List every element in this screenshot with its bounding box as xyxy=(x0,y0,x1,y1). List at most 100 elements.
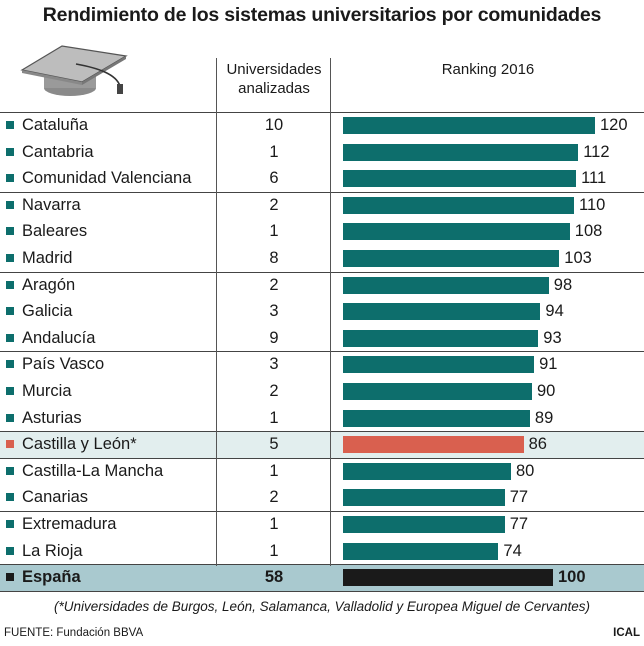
agency-credit: ICAL xyxy=(613,627,640,639)
region-label: Castilla y León* xyxy=(22,435,137,454)
universities-count: 2 xyxy=(269,195,279,214)
region-label: Castilla-La Mancha xyxy=(22,461,164,480)
bar-value-label: 93 xyxy=(543,328,562,347)
row-bullet xyxy=(6,520,14,528)
region-label: Asturias xyxy=(22,408,82,427)
ranking-bar xyxy=(343,223,570,241)
region-label: Andalucía xyxy=(22,328,96,347)
table-row: País Vasco 3 91 xyxy=(0,351,644,378)
table-row: Murcia 2 90 xyxy=(0,378,644,405)
universities-count: 9 xyxy=(269,328,279,347)
row-bullet xyxy=(6,360,14,369)
table-row: Comunidad Valenciana 6 111 xyxy=(0,165,644,192)
ranking-bar xyxy=(343,516,505,533)
ranking-bar xyxy=(343,383,532,400)
row-bullet xyxy=(6,254,14,262)
bar-value-label: 98 xyxy=(553,275,573,294)
bar-value-label: 111 xyxy=(581,169,607,188)
row-bullet xyxy=(6,466,14,475)
universities-count: 6 xyxy=(269,169,279,188)
table-row: Canarias 2 77 xyxy=(0,484,644,511)
footnote: (*Universidades de Burgos, León, Salaman… xyxy=(53,599,591,614)
region-label: Murcia xyxy=(22,382,72,400)
column-divider xyxy=(330,58,331,566)
chart-title: Rendimiento de los sistemas universitari… xyxy=(42,4,602,26)
bar-value-label: 110 xyxy=(579,195,606,214)
row-separator xyxy=(0,431,644,432)
table-row: Galicia 3 94 xyxy=(0,298,644,325)
total-row: España 58 100 xyxy=(0,564,644,591)
row-bullet xyxy=(6,147,14,156)
table-row: Castilla y León* 5 86 xyxy=(0,431,644,458)
table-row: Cataluña 10 120 xyxy=(0,112,644,139)
universities-column-header: Universidades analizadas xyxy=(218,60,330,98)
ranking-bar xyxy=(343,409,530,427)
row-bullet xyxy=(6,333,14,342)
region-label: Galicia xyxy=(22,302,73,321)
table-row: Aragón 2 98 xyxy=(0,272,644,299)
universities-count: 1 xyxy=(269,461,279,480)
ranking-bar xyxy=(343,170,577,188)
bar-value-label: 89 xyxy=(534,408,554,427)
universities-count: 1 xyxy=(269,515,279,533)
universities-count: 1 xyxy=(269,222,279,241)
ranking-bar xyxy=(343,303,541,321)
universities-count: 1 xyxy=(269,408,279,427)
bar-value-label: 86 xyxy=(528,435,547,454)
ranking-bar xyxy=(343,117,595,134)
column-divider xyxy=(216,58,217,566)
row-bullet xyxy=(6,121,14,129)
row-separator xyxy=(0,458,644,459)
universities-count: 5 xyxy=(269,435,279,454)
bar-value-label: 108 xyxy=(574,222,603,241)
row-bullet xyxy=(6,440,14,449)
table-row: Baleares 1 108 xyxy=(0,218,644,245)
region-label: Cantabria xyxy=(22,142,94,161)
region-label: La Rioja xyxy=(22,541,83,560)
row-bullet xyxy=(6,493,14,502)
bar-value-label: 80 xyxy=(516,461,535,480)
ranking-bar xyxy=(343,542,499,560)
bar-value-label: 91 xyxy=(539,355,558,374)
universities-count: 2 xyxy=(269,488,279,507)
row-separator xyxy=(0,351,644,352)
universities-count: 58 xyxy=(264,568,284,587)
table-row: La Rioja 1 74 xyxy=(0,538,644,565)
ranking-bar xyxy=(343,462,511,480)
row-bullet xyxy=(6,200,14,209)
ranking-bar xyxy=(343,250,560,267)
region-label: Comunidad Valenciana xyxy=(22,169,192,188)
universities-count: 8 xyxy=(269,249,279,267)
row-separator xyxy=(0,112,644,113)
region-label: Aragón xyxy=(22,275,76,294)
ranking-bar xyxy=(343,436,524,454)
row-bullet xyxy=(6,387,14,395)
row-separator xyxy=(0,511,644,512)
table-row: Madrid 8 103 xyxy=(0,245,644,272)
ranking-column-header: Ranking 2016 xyxy=(441,61,535,78)
row-separator xyxy=(0,564,644,565)
region-label: Canarias xyxy=(22,488,89,507)
bar-value-label: 77 xyxy=(509,515,529,533)
region-label: País Vasco xyxy=(22,355,105,374)
universities-count: 3 xyxy=(269,355,279,374)
region-label: Cataluña xyxy=(22,116,89,134)
table-row: Cantabria 1 112 xyxy=(0,139,644,166)
ranking-bar xyxy=(343,329,539,347)
table-row: Castilla-La Mancha 1 80 xyxy=(0,458,644,485)
table-bottom-line xyxy=(0,591,644,592)
row-bullet xyxy=(6,546,14,555)
ranking-bar xyxy=(343,489,505,507)
row-separator xyxy=(0,272,644,273)
table-row: Navarra 2 110 xyxy=(0,192,644,219)
universities-count: 10 xyxy=(264,116,284,134)
region-label: España xyxy=(22,568,81,587)
universities-count: 1 xyxy=(269,142,279,161)
bar-value-label: 100 xyxy=(558,568,586,587)
bar-value-label: 77 xyxy=(509,488,529,507)
region-label: Extremadura xyxy=(22,515,117,533)
universities-count: 2 xyxy=(269,382,279,400)
region-label: Madrid xyxy=(22,249,73,267)
ranking-bar xyxy=(343,276,549,294)
row-bullet xyxy=(6,413,14,422)
